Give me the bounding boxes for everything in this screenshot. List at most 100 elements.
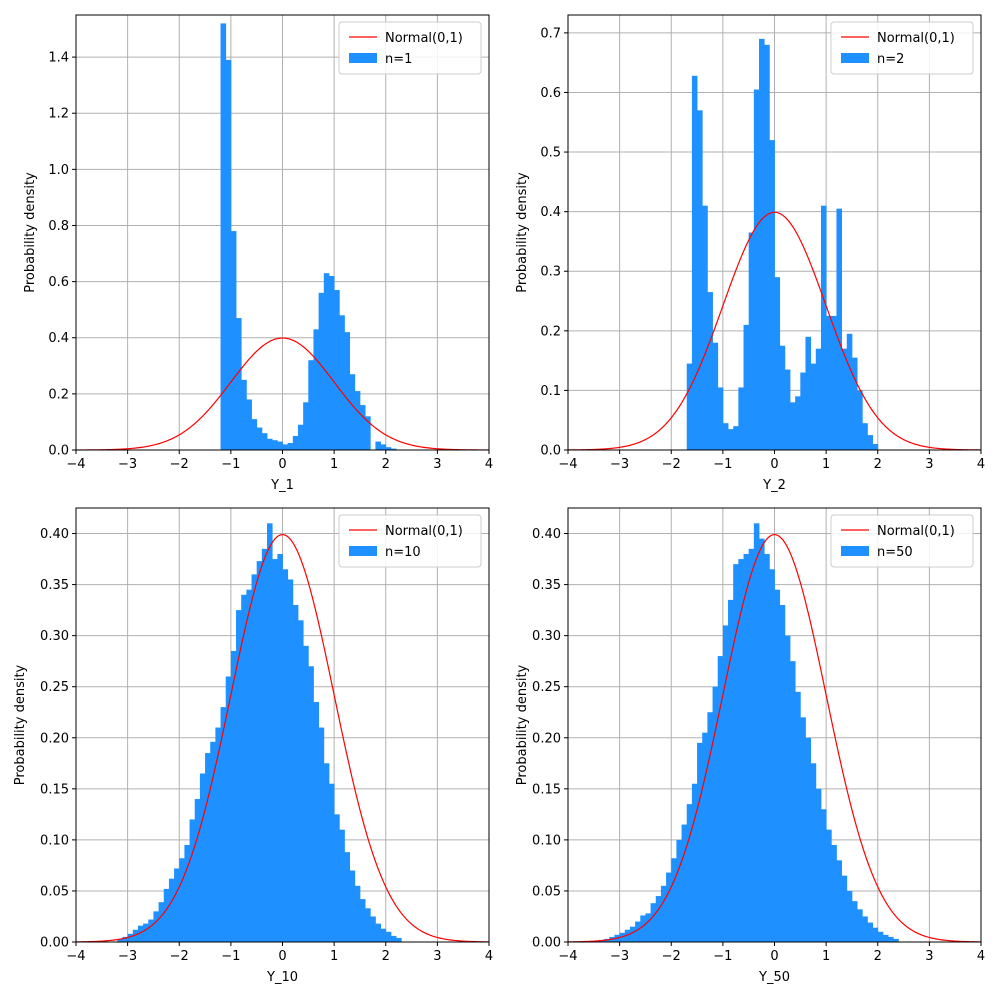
histogram-bar xyxy=(297,424,304,450)
y-tick-label: 0.05 xyxy=(40,884,69,899)
histogram-bar xyxy=(872,444,879,450)
histogram-bar xyxy=(836,860,843,942)
x-tick-label: 0 xyxy=(278,949,286,964)
legend-label-sample: n=50 xyxy=(877,545,913,560)
histogram-bar xyxy=(267,523,273,942)
y-tick-label: 0.30 xyxy=(40,629,69,644)
histogram-bar xyxy=(282,569,289,942)
histogram-bar xyxy=(256,561,263,942)
histogram-bar xyxy=(619,932,626,942)
histogram-bar xyxy=(753,523,760,942)
legend-label-normal: Normal(0,1) xyxy=(877,31,955,46)
y-tick-label: 1.2 xyxy=(48,107,69,122)
histogram-bar xyxy=(733,564,739,942)
normal-curve-line xyxy=(76,337,489,451)
histogram-bar xyxy=(365,416,371,450)
histogram-bar xyxy=(671,858,677,942)
histogram-bar xyxy=(831,844,837,942)
histogram-bar xyxy=(759,38,765,450)
histogram-bar xyxy=(795,691,801,942)
histogram-bar xyxy=(686,363,693,450)
y-tick-label: 0.6 xyxy=(48,275,69,290)
histogram-bar xyxy=(826,829,832,942)
histogram-bar xyxy=(650,903,657,942)
histogram-bar xyxy=(380,444,387,450)
legend-bar-swatch xyxy=(841,53,869,63)
x-tick-label: −1 xyxy=(221,949,240,964)
histogram-bar xyxy=(277,441,283,450)
y-tick-label: 0.0 xyxy=(540,444,561,459)
histogram-bar xyxy=(877,931,884,942)
histogram-bar xyxy=(666,872,672,942)
histogram-bar xyxy=(645,913,651,942)
histogram-bar xyxy=(655,896,662,942)
histogram-bar xyxy=(640,915,646,942)
x-tick-label: 1 xyxy=(330,949,338,964)
x-tick-label: −3 xyxy=(118,949,137,964)
histogram-bar xyxy=(158,902,165,942)
histogram-bar xyxy=(205,753,211,942)
histogram-bar xyxy=(241,379,247,450)
histogram-bar xyxy=(390,448,397,450)
y-tick-label: 0.4 xyxy=(540,205,561,220)
histogram-bar xyxy=(697,110,703,450)
histogram-bar xyxy=(390,935,397,942)
histogram-bar xyxy=(225,59,232,450)
histogram-bar xyxy=(308,360,314,450)
normal-curve-line xyxy=(75,534,490,943)
histogram-bar xyxy=(805,336,812,450)
histogram-bar xyxy=(748,548,755,942)
histogram-bar xyxy=(857,909,863,942)
histogram-bar xyxy=(722,423,729,450)
legend-label-sample: n=10 xyxy=(385,545,421,560)
histogram-bar xyxy=(210,741,216,942)
histogram-bar xyxy=(163,888,170,942)
histogram-bar xyxy=(691,783,698,942)
x-tick-label: 0 xyxy=(770,949,778,964)
x-tick-label: 2 xyxy=(382,457,390,472)
histogram-bar xyxy=(230,231,237,450)
histogram-bar xyxy=(857,390,863,450)
histogram-bar xyxy=(764,553,770,942)
histogram-bar xyxy=(846,333,853,450)
normal-curve-line xyxy=(567,534,982,943)
y-tick-label: 0.25 xyxy=(40,680,69,695)
histogram-bar xyxy=(359,899,366,942)
histogram-bar xyxy=(230,650,237,942)
y-tick-label: 0.00 xyxy=(532,936,561,951)
x-tick-label: −2 xyxy=(170,457,189,472)
histogram-bar xyxy=(702,732,708,942)
histogram-bar xyxy=(385,931,392,942)
histogram-bar xyxy=(297,620,304,942)
y-tick-label: 0.35 xyxy=(40,578,69,593)
histogram-bar xyxy=(308,666,314,942)
x-tick-label: 0 xyxy=(278,457,286,472)
histogram-bar xyxy=(764,44,770,450)
y-tick-label: 0.30 xyxy=(532,629,561,644)
histogram-bar xyxy=(148,919,154,942)
y-tick-label: 0.2 xyxy=(48,387,69,402)
histogram-bar xyxy=(246,589,252,942)
histogram-bar xyxy=(168,878,175,942)
x-tick-label: −4 xyxy=(558,457,577,472)
y-tick-label: 0.00 xyxy=(40,936,69,951)
histogram-bar xyxy=(349,374,356,450)
legend-label-sample: n=2 xyxy=(877,52,904,67)
histogram-bar xyxy=(287,579,294,942)
histogram-bar xyxy=(267,438,273,450)
histogram-bar xyxy=(841,348,848,450)
histogram-bar xyxy=(179,858,185,942)
y-axis-label: Probability density xyxy=(23,172,38,293)
histogram-bar xyxy=(800,372,806,450)
histogram-bar xyxy=(313,329,320,450)
histogram-bar xyxy=(365,908,371,942)
histogram-bar xyxy=(743,553,750,942)
x-tick-label: 4 xyxy=(977,457,985,472)
x-tick-label: 1 xyxy=(822,457,830,472)
histogram-panel-y1: −4 −3 −2 −1 0 1 2 3 4 0.0 0.2 0.4 0.6 0.8 1.0 1.2 1.4 Y_1… xyxy=(23,14,493,493)
x-tick-label: 4 xyxy=(485,457,493,472)
x-tick-label: −4 xyxy=(558,949,577,964)
histogram-bar xyxy=(893,938,899,942)
histogram-bar xyxy=(318,727,325,942)
y-tick-label: 0.4 xyxy=(48,331,69,346)
